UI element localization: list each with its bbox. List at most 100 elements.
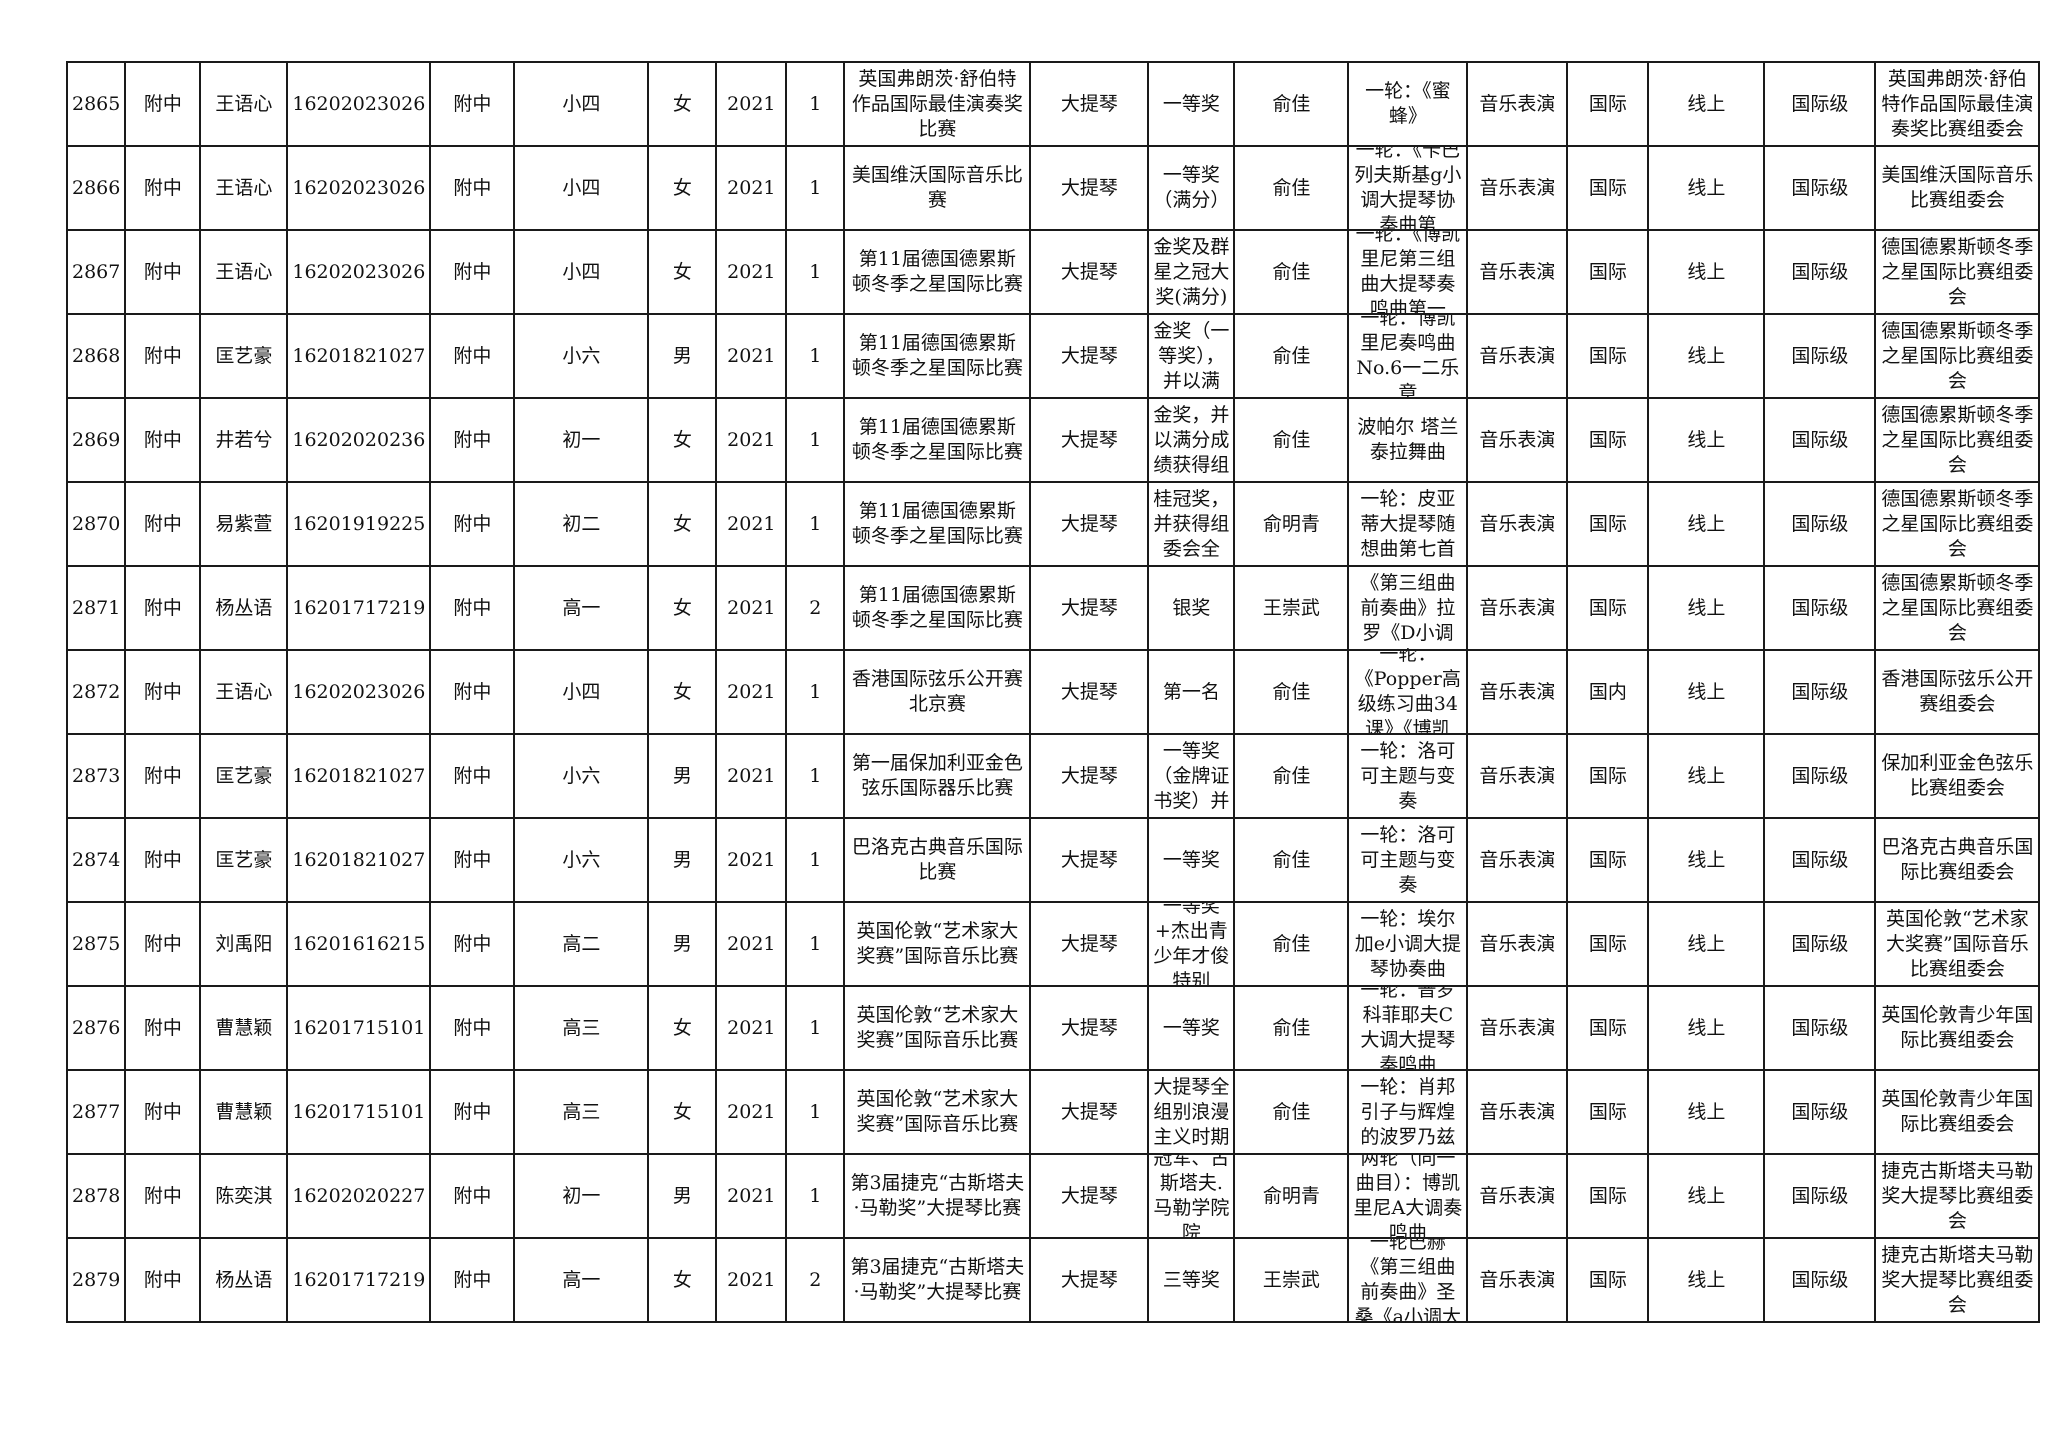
cell-competition-name: 第11届德国德累斯顿冬季之星国际比赛 [843, 397, 1032, 483]
cell-teacher: 俞佳 [1233, 145, 1350, 231]
teacher-text: 俞明青 [1262, 1184, 1320, 1207]
award-text: 大提琴全组别浪漫主义时期 [1153, 1075, 1230, 1148]
cell-grade: 小六 [513, 733, 650, 819]
competition-name-text: 第11届德国德累斯顿冬季之星国际比赛 [851, 584, 1023, 631]
count-text: 1 [809, 176, 822, 199]
award-text: 一等奖 [1162, 1016, 1220, 1039]
year-text: 2021 [727, 1184, 776, 1207]
student-id-text: 16201715101 [292, 1100, 426, 1123]
student-name-text: 匡艺豪 [215, 848, 273, 871]
repertoire-text: 波帕尔 塔兰泰拉舞曲 [1357, 416, 1459, 463]
department-text: 附中 [453, 1016, 492, 1039]
cell-category: 音乐表演 [1466, 1153, 1569, 1239]
cell-gender: 女 [647, 565, 718, 651]
cell-year: 2021 [715, 817, 788, 903]
cell-grade: 小四 [513, 145, 650, 231]
cell-level: 国际级 [1763, 397, 1877, 483]
cell-count: 1 [785, 1153, 846, 1239]
cell-award: 一等奖（金牌证书奖）并 [1147, 733, 1236, 819]
cell-year: 2021 [715, 901, 788, 987]
table-row: 2872 附中 王语心 16202023026 附中 小四 女 2021 1 香港国际弦乐公开赛北… [65, 649, 2041, 735]
cell-student-name: 杨丛语 [199, 565, 289, 651]
record-no-text: 2879 [72, 1268, 121, 1291]
gender-text: 女 [672, 680, 692, 703]
table-row: 2868 附中 匡艺豪 16201821027 附中 小六 男 2021 1 第11届德国德累斯顿… [65, 313, 2041, 399]
format-text: 线上 [1687, 512, 1726, 535]
table-row: 2867 附中 王语心 16202023026 附中 小四 女 2021 1 第11届德国德累斯顿… [65, 229, 2041, 315]
student-name-text: 王语心 [215, 92, 273, 115]
instrument-text: 大提琴 [1060, 260, 1118, 283]
region-text: 国际 [1588, 176, 1627, 199]
student-id-text: 16201616215 [292, 932, 426, 955]
repertoire-text: 一轮：皮亚蒂大提琴随想曲第七首 [1360, 487, 1456, 560]
record-no-text: 2868 [72, 344, 121, 367]
student-id-text: 16201919225 [292, 512, 426, 535]
record-no-text: 2877 [72, 1100, 121, 1123]
award-text: 三等奖 [1162, 1268, 1220, 1291]
department-text: 附中 [453, 428, 492, 451]
repertoire-text: 一轮：埃尔加e小调大提琴协奏曲 [1354, 907, 1461, 980]
cell-award: 银奖 [1147, 565, 1236, 651]
cell-award: 一等奖 [1147, 817, 1236, 903]
year-text: 2021 [727, 512, 776, 535]
region-text: 国际 [1588, 1100, 1627, 1123]
cell-region: 国际 [1566, 901, 1650, 987]
cell-student-name: 匡艺豪 [199, 817, 289, 903]
student-id-text: 16201821027 [292, 344, 426, 367]
cell-count: 1 [785, 397, 846, 483]
unit-text: 附中 [143, 596, 182, 619]
student-name-text: 曹慧颖 [215, 1100, 273, 1123]
organizer-text: 英国伦敦青少年国际比赛组委会 [1881, 1004, 2034, 1051]
category-text: 音乐表演 [1479, 1016, 1556, 1039]
records-table: 2865 附中 王语心 16202023026 附中 小四女 2021 1 英国弗朗茨·舒伯特作… [65, 61, 2041, 1323]
gender-text: 女 [672, 596, 692, 619]
student-id-text: 16201717219 [292, 1268, 426, 1291]
department-text: 附中 [453, 680, 492, 703]
year-text: 2021 [727, 1268, 776, 1291]
student-name-text: 井若兮 [215, 428, 273, 451]
grade-text: 初一 [562, 428, 601, 451]
cell-competition-name: 第11届德国德累斯顿冬季之星国际比赛 [843, 229, 1032, 315]
gender-text: 男 [672, 848, 692, 871]
cell-teacher: 俞明青 [1233, 481, 1350, 567]
table-row: 2865 附中 王语心 16202023026 附中 小四 女 2021 1 英国弗朗茨·舒伯特作… [65, 61, 2041, 147]
student-id-text: 16202023026 [292, 176, 426, 199]
cell-student-name: 匡艺豪 [199, 313, 289, 399]
cell-award: 冠军、古斯塔夫.马勒学院院 [1147, 1153, 1236, 1239]
award-text: 一等奖（满分） [1153, 164, 1230, 211]
organizer-text: 捷克古斯塔夫马勒奖大提琴比赛组委会 [1881, 1159, 2034, 1232]
record-no-text: 2873 [72, 764, 121, 787]
cell-award: 大提琴全组别浪漫主义时期 [1147, 1069, 1236, 1155]
cell-competition-name: 第11届德国德累斯顿冬季之星国际比赛 [843, 481, 1032, 567]
cell-student-id: 16201821027 [286, 313, 432, 399]
competition-name-text: 英国弗朗茨·舒伯特作品国际最佳演奏奖比赛 [851, 67, 1023, 140]
format-text: 线上 [1687, 932, 1726, 955]
cell-organizer: 德国德累斯顿冬季之星国际比赛组委会 [1874, 481, 2041, 567]
cell-organizer: 香港国际弦乐公开赛组委会 [1874, 649, 2041, 735]
cell-record-no: 2874 [65, 817, 127, 903]
grade-text: 高二 [562, 932, 601, 955]
award-text: 一等奖（金牌证书奖）并 [1153, 739, 1230, 812]
cell-region: 国际 [1566, 313, 1650, 399]
region-text: 国际 [1588, 428, 1627, 451]
category-text: 音乐表演 [1479, 260, 1556, 283]
department-text: 附中 [453, 176, 492, 199]
table-row: 2877 附中 曹慧颖 16201715101 附中 高三 女 2021 1 英国伦敦“艺术家大奖… [65, 1069, 2041, 1155]
year-text: 2021 [727, 260, 776, 283]
cell-gender: 女 [647, 61, 718, 147]
teacher-text: 俞佳 [1272, 1016, 1311, 1039]
year-text: 2021 [727, 932, 776, 955]
repertoire-text: 一轮：《卡巴列夫斯基g小调大提琴协奏曲第 [1354, 147, 1462, 229]
grade-text: 高三 [562, 1100, 601, 1123]
cell-organizer: 德国德累斯顿冬季之星国际比赛组委会 [1874, 229, 2041, 315]
format-text: 线上 [1687, 764, 1726, 787]
cell-teacher: 俞佳 [1233, 901, 1350, 987]
grade-text: 小四 [562, 680, 601, 703]
cell-unit: 附中 [124, 985, 202, 1071]
level-text: 国际级 [1791, 848, 1849, 871]
cell-repertoire: 一轮：普罗科菲耶夫C大调大提琴奏鸣曲 [1347, 985, 1469, 1071]
unit-text: 附中 [143, 428, 182, 451]
student-name-text: 陈奕淇 [215, 1184, 273, 1207]
organizer-text: 巴洛克古典音乐国际比赛组委会 [1881, 836, 2034, 883]
cell-organizer: 德国德累斯顿冬季之星国际比赛组委会 [1874, 397, 2041, 483]
